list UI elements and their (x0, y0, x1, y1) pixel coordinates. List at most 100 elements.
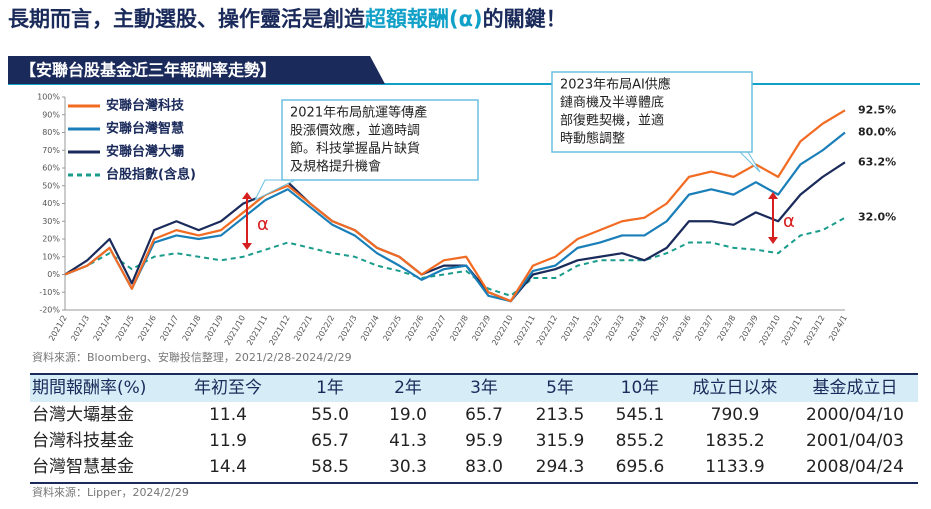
x-tick-label: 2021/12 (267, 314, 291, 347)
table-cell: 294.3 (536, 457, 585, 477)
x-tick-label: 2023/4 (626, 314, 648, 343)
table-cell: 2001/04/03 (806, 431, 904, 451)
callout-box (281, 99, 479, 181)
y-tick-label: 40% (42, 199, 60, 208)
table-cell: 695.6 (616, 457, 665, 477)
series-line (64, 109, 846, 303)
x-tick-label: 2022/8 (448, 314, 470, 343)
callout-tip (738, 151, 761, 173)
x-tick-label: 2021/6 (136, 314, 158, 343)
x-tick-label: 2022/12 (535, 314, 559, 347)
x-tick-label: 2021/2 (47, 314, 69, 343)
chart-source: 資料來源：Bloomberg、安聯投信整理，2021/2/28-2024/2/2… (32, 350, 352, 364)
y-tick-label: 60% (42, 164, 60, 173)
table-cell: 30.3 (389, 457, 427, 477)
callout-tip (253, 179, 296, 202)
y-tick-label: 90% (42, 110, 60, 119)
series-line (64, 161, 846, 303)
table-header-cell: 成立日以來 (693, 378, 778, 398)
end-label: 63.2% (858, 155, 896, 168)
table-cell: 41.3 (389, 431, 427, 451)
table-header-cell: 5年 (546, 378, 574, 398)
table-cell: 1835.2 (705, 431, 764, 451)
x-tick-label: 2023/10 (758, 314, 782, 347)
x-tick-label: 2023/9 (738, 314, 760, 343)
table-source: 資料來源：Lipper，2024/2/29 (32, 485, 189, 499)
table-cell: 855.2 (616, 431, 665, 451)
table-cell: 19.0 (389, 405, 427, 425)
y-tick-label: 0% (47, 270, 60, 279)
table-header-cell: 期間報酬率(%) (32, 378, 146, 398)
alpha-label: α (783, 211, 795, 232)
x-tick-label: 2024/1 (827, 314, 849, 343)
table-cell: 55.0 (311, 405, 349, 425)
x-tick-label: 2023/1 (560, 314, 582, 343)
chart: -20% -10% 0% 10% 20% 30% 40% 50% 60% 70% 80% 90% 100… (37, 71, 896, 347)
legend-label: 安聯台灣大壩 (106, 144, 184, 160)
table-header-cell: 年初至今 (194, 378, 262, 398)
x-tick-label: 2022/2 (314, 314, 336, 343)
callout-text: 及規格提升機會 (290, 159, 381, 175)
table-header-bg (30, 374, 918, 402)
banner: 【安聯台股基金近三年報酬率走勢】 (20, 61, 276, 80)
end-label: 80.0% (858, 126, 896, 139)
legend-label: 安聯台灣智慧 (106, 121, 184, 137)
y-tick-label: 10% (42, 252, 60, 261)
series-line (64, 216, 846, 297)
callout-box (551, 71, 753, 153)
x-tick-label: 2023/5 (649, 314, 671, 343)
x-tick-label: 2023/6 (671, 314, 693, 343)
alpha-arrowhead (768, 237, 778, 244)
x-tick-label: 2022/5 (381, 314, 403, 343)
y-tick-label: 80% (42, 128, 60, 137)
callout-text: 2021年布局航運等傳產 (290, 105, 427, 121)
alpha-arrowhead (768, 192, 778, 199)
y-tick-label: 20% (42, 235, 60, 244)
callout-text: 2023年布局AI供應 (560, 77, 671, 93)
series-line (64, 131, 846, 303)
callout-text: 時動態調整 (560, 131, 625, 147)
table-cell: 14.4 (209, 457, 247, 477)
title-prefix: 長期而言，主動選股、操作靈活是創造 (8, 7, 366, 31)
table-header-cell: 10年 (621, 378, 660, 398)
banner-box (8, 56, 385, 84)
callout-text: 鏈商機及半導體底 (560, 95, 664, 111)
table-cell: 台灣科技基金 (32, 431, 134, 451)
table-cell: 11.9 (209, 431, 247, 451)
x-tick-label: 2021/8 (181, 314, 203, 343)
legend-label: 台股指數(含息) (106, 167, 196, 183)
callout-text: 節。科技掌握晶片缺貨 (290, 141, 420, 157)
table-header-cell: 3年 (470, 378, 498, 398)
alpha-label: α (257, 214, 269, 235)
x-tick-label: 2021/4 (92, 314, 114, 343)
x-tick-label: 2023/8 (716, 314, 738, 343)
table-cell: 83.0 (465, 457, 503, 477)
callout-text: 股漲價效應，並適時調 (290, 123, 420, 139)
table-cell: 1133.9 (705, 457, 764, 477)
alpha-arrowhead (242, 192, 252, 199)
x-tick-label: 2022/1 (292, 314, 314, 343)
x-tick-label: 2022/10 (490, 314, 514, 347)
table-cell: 65.7 (465, 405, 503, 425)
table-header-cell: 基金成立日 (813, 378, 898, 398)
x-tick-label: 2021/9 (203, 314, 225, 343)
table-cell: 2000/04/10 (806, 405, 904, 425)
y-tick-label: -10% (39, 288, 60, 297)
table-cell: 315.9 (536, 431, 585, 451)
table-cell: 95.9 (465, 431, 503, 451)
table-cell: 790.9 (711, 405, 760, 425)
table-cell: 213.5 (536, 405, 585, 425)
legend-label: 安聯台灣科技 (106, 98, 185, 114)
x-tick-label: 2023/2 (582, 314, 604, 343)
table-cell: 11.4 (209, 405, 247, 425)
title: 長期而言，主動選股、操作靈活是創造超額報酬(α)的關鍵！ (8, 7, 567, 31)
end-label: 92.5% (858, 103, 896, 116)
x-tick-label: 2023/11 (780, 314, 804, 347)
x-tick-label: 2023/12 (802, 314, 826, 347)
x-tick-label: 2023/7 (693, 314, 715, 343)
y-tick-label: 50% (42, 181, 60, 190)
x-tick-label: 2022/7 (426, 314, 448, 343)
table-header-cell: 2年 (394, 378, 422, 398)
